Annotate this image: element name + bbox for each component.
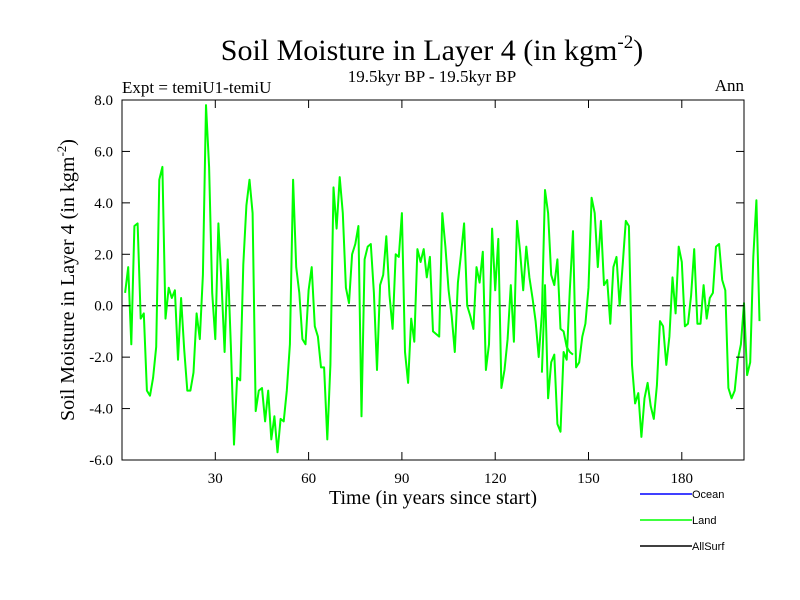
x-tick-label: 120	[484, 471, 507, 487]
series-line-land-1	[124, 104, 574, 454]
season-label: Ann	[715, 76, 745, 95]
y-tick-label: -2.0	[89, 350, 113, 366]
legend: Ocean Land AllSurf	[640, 489, 725, 553]
x-tick-label: 90	[394, 471, 409, 487]
legend-label-allsurf: AllSurf	[692, 541, 725, 553]
x-axis-label: Time (in years since start)	[329, 487, 537, 509]
y-tick-label: 0.0	[94, 299, 113, 315]
y-tick-label: -4.0	[89, 402, 113, 418]
x-tick-label: 150	[577, 471, 600, 487]
y-tick-label: 2.0	[94, 247, 113, 263]
legend-label-ocean: Ocean	[692, 489, 724, 501]
y-tick-label: 6.0	[94, 144, 113, 160]
experiment-label: Expt = temiU1-temiU	[122, 78, 271, 97]
series-group	[124, 104, 761, 454]
chart-title: Soil Moisture in Layer 4 (in kgm-2)	[221, 32, 643, 67]
legend-label-land: Land	[692, 515, 716, 527]
chart-subtitle: 19.5kyr BP - 19.5kyr BP	[348, 67, 516, 86]
y-tick-label: 4.0	[94, 196, 113, 212]
y-tick-label: -6.0	[89, 453, 113, 469]
y-tick-label: 8.0	[94, 93, 113, 109]
legend-item-land: Land	[640, 515, 716, 527]
series-line-land-2	[540, 196, 761, 438]
x-tick-label: 30	[208, 471, 223, 487]
plot-frame	[121, 99, 745, 461]
legend-item-ocean: Ocean	[640, 489, 724, 501]
y-axis-label: Soil Moisture in Layer 4 (in kgm-2)	[54, 139, 79, 421]
x-tick-label: 60	[301, 471, 316, 487]
legend-item-allsurf: AllSurf	[640, 541, 725, 553]
x-tick-label: 180	[671, 471, 694, 487]
